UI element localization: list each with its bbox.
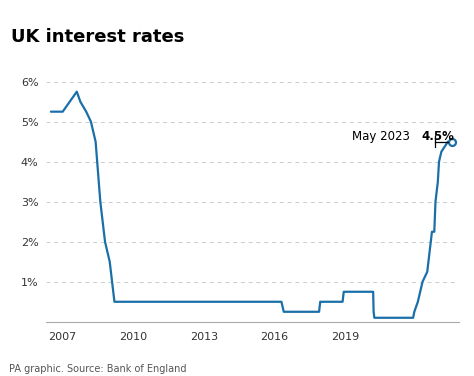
Text: PA graphic. Source: Bank of England: PA graphic. Source: Bank of England — [9, 364, 187, 374]
Text: May 2023: May 2023 — [352, 130, 414, 143]
Text: UK interest rates: UK interest rates — [11, 28, 184, 46]
Text: 4.5%: 4.5% — [421, 130, 454, 143]
